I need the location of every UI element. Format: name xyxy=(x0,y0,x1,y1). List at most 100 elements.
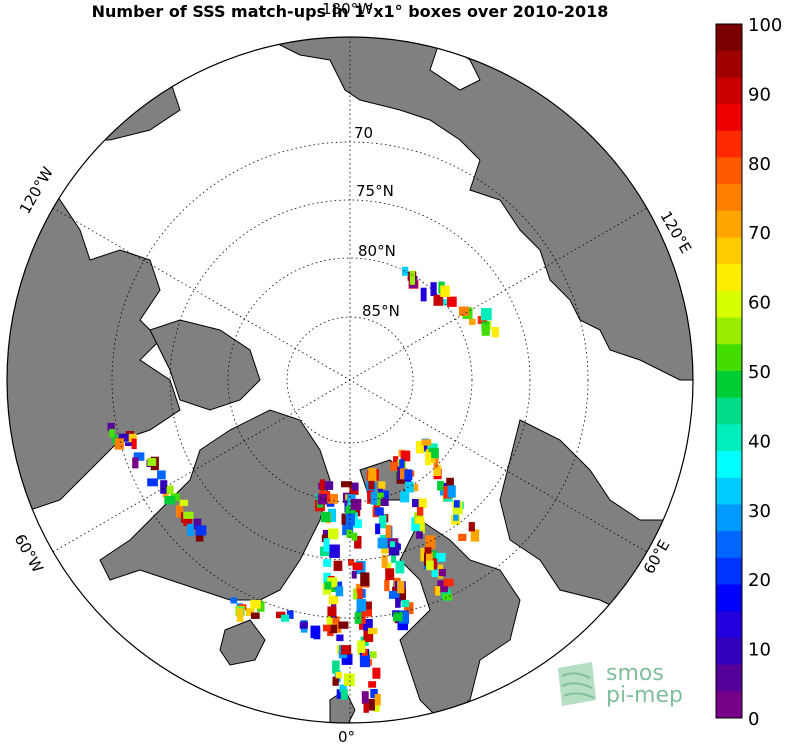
matchup-cell xyxy=(365,601,372,613)
matchup-cell xyxy=(399,459,405,469)
matchup-cell xyxy=(452,501,463,515)
matchup-cell xyxy=(162,490,169,498)
matchup-cell xyxy=(164,496,176,505)
matchup-cell xyxy=(481,308,492,321)
matchup-cell xyxy=(236,608,244,622)
matchup-cell xyxy=(443,578,454,587)
colorbar-tick-label: 100 xyxy=(748,15,782,36)
matchup-cell xyxy=(329,544,340,558)
matchup-cell xyxy=(323,559,332,567)
matchup-cell xyxy=(323,624,331,632)
colorbar-swatch xyxy=(716,584,742,612)
colorbar-frame xyxy=(715,23,743,719)
matchup-cells xyxy=(107,266,499,713)
matchup-cell xyxy=(323,481,334,490)
logo-line1: smos xyxy=(606,661,664,686)
matchup-cell xyxy=(401,599,410,608)
matchup-cell xyxy=(328,595,339,605)
matchup-cell xyxy=(398,610,409,624)
matchup-cell xyxy=(426,560,434,571)
land-canada xyxy=(7,149,181,521)
matchup-cell xyxy=(328,624,338,634)
matchup-cell xyxy=(341,645,352,655)
smos-pimep-logo: smos pi-mep xyxy=(558,661,683,708)
matchup-cell xyxy=(132,457,139,469)
matchup-cell xyxy=(336,634,344,642)
matchup-cell xyxy=(395,597,401,608)
matchup-cell xyxy=(127,433,137,443)
matchup-cell xyxy=(361,691,369,704)
matchup-cell xyxy=(322,529,333,538)
label-60w: 60°W xyxy=(11,531,47,576)
matchup-cell xyxy=(390,462,399,471)
matchup-cell xyxy=(147,458,157,466)
matchup-cell xyxy=(332,676,339,686)
matchup-cell xyxy=(355,583,362,593)
matchup-cell xyxy=(230,597,238,604)
colorbar-tick-label: 90 xyxy=(748,84,771,105)
matchup-cell xyxy=(397,619,408,631)
matchup-cell xyxy=(400,491,410,503)
matchup-cell xyxy=(359,654,370,668)
matchup-cell xyxy=(183,511,194,519)
matchup-cell xyxy=(250,599,261,609)
colorbar-tick-label: 0 xyxy=(748,709,759,730)
matchup-cell xyxy=(433,457,439,469)
colorbar-tick-label: 60 xyxy=(748,293,771,314)
matchup-cell xyxy=(250,612,260,619)
matchup-cell xyxy=(353,519,362,529)
colorbar-swatch xyxy=(716,451,742,479)
matchup-cell xyxy=(424,547,432,554)
matchup-cell xyxy=(328,528,339,540)
matchup-cell xyxy=(379,490,389,500)
matchup-cell xyxy=(335,586,344,597)
matchup-cell xyxy=(340,689,348,700)
matchup-cell xyxy=(114,438,124,450)
matchup-cell xyxy=(372,667,381,679)
matchup-cell xyxy=(440,285,450,297)
matchup-cell xyxy=(453,514,459,521)
matchup-cell xyxy=(425,535,436,550)
colorbar-swatch xyxy=(716,210,742,239)
matchup-cell xyxy=(183,513,193,526)
colorbar-tick-label: 80 xyxy=(748,154,771,175)
colorbar-swatch xyxy=(716,424,742,452)
matchup-cell xyxy=(367,651,377,659)
matchup-cell xyxy=(374,694,381,706)
matchup-cell xyxy=(109,428,115,438)
matchup-cell xyxy=(374,507,384,516)
matchup-cell xyxy=(447,296,457,307)
matchup-cell xyxy=(332,660,340,674)
matchup-cell xyxy=(409,271,415,285)
colorbar-tick-label: 70 xyxy=(748,223,771,244)
matchup-cell xyxy=(481,323,490,336)
meridian-60w-120e xyxy=(52,207,648,553)
matchup-cell xyxy=(133,452,145,461)
label-lat-75: 75°N xyxy=(356,182,394,200)
matchup-cell xyxy=(404,469,413,480)
matchup-cell xyxy=(327,577,338,588)
matchup-cell xyxy=(377,537,388,549)
matchup-cell xyxy=(385,568,395,581)
matchup-cell xyxy=(402,266,409,276)
matchup-cell xyxy=(380,498,389,506)
colorbar-swatch xyxy=(716,611,742,639)
matchup-cell xyxy=(419,521,425,534)
matchup-cell xyxy=(363,619,373,631)
colorbar-swatch xyxy=(716,157,742,185)
matchup-cell xyxy=(341,653,353,665)
matchup-cell xyxy=(346,529,353,538)
matchup-cell xyxy=(416,531,423,539)
matchup-cell xyxy=(351,482,359,491)
matchup-cell xyxy=(435,586,441,596)
matchup-cell xyxy=(422,443,429,451)
matchup-cell xyxy=(468,318,476,325)
matchup-cell xyxy=(468,522,475,532)
matchup-cell xyxy=(361,609,372,617)
colorbar xyxy=(716,24,742,719)
label-lat-80: 80°N xyxy=(358,242,396,260)
matchup-cell xyxy=(389,541,396,548)
matchup-cell xyxy=(345,506,356,517)
